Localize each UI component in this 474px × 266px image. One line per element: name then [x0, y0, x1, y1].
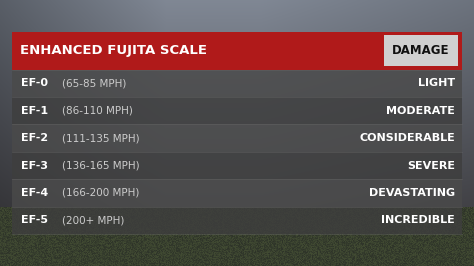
- Text: LIGHT: LIGHT: [418, 78, 455, 88]
- Text: EF-5: EF-5: [21, 215, 48, 225]
- Text: EF-4: EF-4: [21, 188, 48, 198]
- Text: (86-110 MPH): (86-110 MPH): [62, 106, 133, 116]
- Text: (136-165 MPH): (136-165 MPH): [62, 161, 139, 171]
- Bar: [12, 97, 462, 124]
- Text: (166-200 MPH): (166-200 MPH): [62, 188, 139, 198]
- Text: EF-2: EF-2: [21, 133, 48, 143]
- Bar: [12, 207, 462, 234]
- Text: EF-1: EF-1: [21, 106, 48, 116]
- Text: DEVASTATING: DEVASTATING: [369, 188, 455, 198]
- Text: SEVERE: SEVERE: [407, 161, 455, 171]
- Text: EF-0: EF-0: [21, 78, 48, 88]
- Text: DAMAGE: DAMAGE: [392, 44, 450, 57]
- Text: EF-3: EF-3: [21, 161, 48, 171]
- Bar: [384, 35, 458, 66]
- Bar: [12, 152, 462, 179]
- Text: (65-85 MPH): (65-85 MPH): [62, 78, 126, 88]
- Text: (111-135 MPH): (111-135 MPH): [62, 133, 139, 143]
- Text: (200+ MPH): (200+ MPH): [62, 215, 124, 225]
- Bar: [12, 70, 462, 97]
- Bar: [12, 32, 462, 70]
- Text: MODERATE: MODERATE: [386, 106, 455, 116]
- Bar: [12, 179, 462, 207]
- Bar: [12, 124, 462, 152]
- Text: CONSIDERABLE: CONSIDERABLE: [359, 133, 455, 143]
- Text: ENHANCED FUJITA SCALE: ENHANCED FUJITA SCALE: [20, 44, 207, 57]
- Text: INCREDIBLE: INCREDIBLE: [382, 215, 455, 225]
